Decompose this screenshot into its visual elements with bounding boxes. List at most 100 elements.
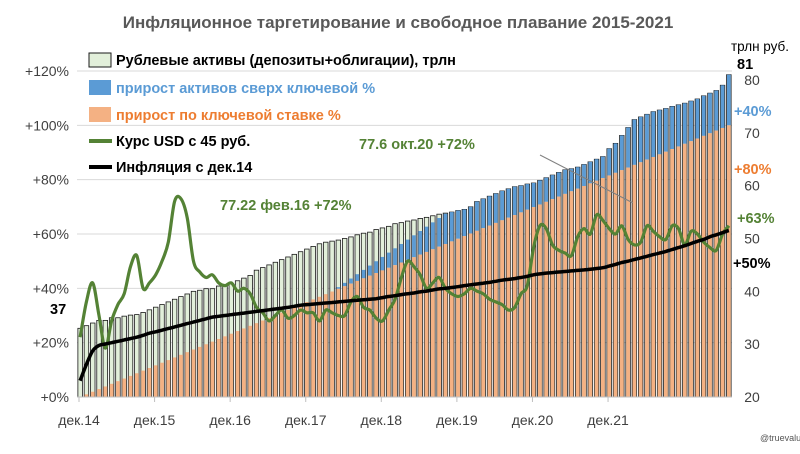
lines-group bbox=[78, 194, 731, 382]
x-tick-label: дек.18 bbox=[361, 412, 403, 428]
y-left-tick-label: +40% bbox=[33, 280, 69, 296]
y-right-tick-label: 20 bbox=[744, 389, 760, 405]
bar-key-rate-growth bbox=[204, 344, 208, 397]
bar-key-rate-growth bbox=[367, 275, 372, 397]
bar-excess-growth bbox=[380, 256, 385, 271]
credit-text: @truevalue bbox=[760, 433, 800, 443]
bar-key-rate-growth bbox=[116, 381, 120, 397]
bar-excess-growth bbox=[374, 261, 379, 274]
bar-key-rate-growth bbox=[374, 273, 379, 397]
bar-key-rate-growth bbox=[582, 185, 586, 397]
bar-key-rate-growth bbox=[550, 199, 555, 397]
bar-excess-growth bbox=[361, 269, 366, 279]
bar-key-rate-growth bbox=[386, 267, 391, 397]
line-inflation bbox=[78, 228, 730, 382]
bar-excess-growth bbox=[550, 175, 555, 200]
legend-label-excess: прирост активов сверх ключевой % bbox=[116, 81, 375, 97]
bar-excess-growth bbox=[645, 114, 649, 160]
y-right-tick-label: 50 bbox=[744, 230, 760, 246]
bar-key-rate-growth bbox=[493, 222, 498, 397]
legend-label-inflation: Инфляция с дек.14 bbox=[116, 160, 252, 176]
bar-key-rate-growth bbox=[676, 146, 681, 397]
bar-key-rate-growth bbox=[645, 159, 649, 397]
bar-excess-growth bbox=[582, 164, 586, 186]
bar-excess-growth bbox=[468, 206, 473, 234]
bar-key-rate-growth bbox=[216, 338, 221, 397]
bar-key-rate-growth bbox=[563, 193, 567, 397]
bar-key-rate-growth bbox=[254, 323, 259, 397]
bar-excess-growth bbox=[619, 135, 624, 171]
y-left-tick-label: +20% bbox=[33, 335, 69, 351]
bar-key-rate-growth bbox=[336, 288, 341, 397]
bar-key-rate-growth bbox=[166, 360, 171, 397]
bar-key-rate-growth bbox=[153, 365, 158, 397]
bar-key-rate-growth bbox=[128, 375, 133, 397]
bar-excess-growth bbox=[475, 201, 479, 231]
bar-key-rate-growth bbox=[701, 135, 706, 397]
annotation-usd-peak-2020: 77.6 окт.20 +72% bbox=[359, 137, 475, 153]
bar-key-rate-growth bbox=[317, 296, 322, 397]
right-axis-ticks: 20 30 40 50 60 70 80 bbox=[744, 72, 760, 405]
bar-excess-growth bbox=[437, 218, 442, 247]
bar-key-rate-growth bbox=[305, 302, 309, 397]
bar-key-rate-growth bbox=[449, 241, 454, 397]
bar-key-rate-growth bbox=[619, 170, 624, 397]
bar-key-rate-growth bbox=[538, 204, 542, 397]
y-right-tick-label: 60 bbox=[744, 178, 760, 194]
bar-key-rate-growth bbox=[424, 251, 429, 397]
left-axis-ticks: +0% +20% +40% +60% +80% +100% +120% bbox=[25, 63, 69, 405]
bar-key-rate-growth bbox=[544, 201, 549, 397]
bar-excess-growth bbox=[481, 198, 486, 229]
bar-key-rate-growth bbox=[575, 188, 580, 397]
bar-key-rate-growth bbox=[197, 346, 202, 397]
bar-key-rate-growth bbox=[298, 304, 303, 397]
bar-excess-growth bbox=[664, 108, 668, 152]
bar-excess-growth bbox=[575, 167, 580, 189]
bar-key-rate-growth bbox=[462, 236, 467, 397]
bar-excess-growth bbox=[512, 186, 517, 216]
bar-key-rate-growth bbox=[708, 133, 712, 397]
bar-excess-growth bbox=[544, 177, 549, 202]
bar-key-rate-growth bbox=[134, 373, 139, 397]
bar-key-rate-growth bbox=[248, 325, 253, 397]
bar-assets bbox=[90, 322, 96, 398]
bar-excess-growth bbox=[726, 74, 731, 126]
bar-excess-growth bbox=[714, 90, 719, 131]
y-right-tick-label: 80 bbox=[744, 72, 760, 88]
bar-key-rate-growth bbox=[84, 394, 89, 397]
bar-key-rate-growth bbox=[481, 228, 486, 397]
y-right-tick-label: 40 bbox=[744, 283, 760, 299]
annotation-end-assets: 81 bbox=[737, 57, 753, 73]
bar-key-rate-growth bbox=[349, 283, 353, 397]
bar-key-rate-growth bbox=[122, 378, 127, 397]
bar-excess-growth bbox=[657, 110, 662, 155]
y-left-tick-label: +80% bbox=[33, 172, 69, 188]
bar-key-rate-growth bbox=[556, 196, 561, 397]
bar-key-rate-growth bbox=[210, 341, 215, 397]
bar-assets bbox=[102, 319, 109, 398]
annotation-pointer-line bbox=[539, 154, 634, 204]
bar-excess-growth bbox=[355, 274, 360, 281]
legend-swatch-key-rate bbox=[89, 107, 111, 122]
bar-key-rate-growth bbox=[292, 307, 297, 397]
bar-key-rate-growth bbox=[147, 367, 152, 397]
legend-label-assets: Рублевые активы (депозиты+облигации), тр… bbox=[116, 53, 456, 69]
legend-swatch-assets bbox=[88, 52, 112, 68]
bar-key-rate-growth bbox=[342, 286, 347, 397]
y-left-tick-label: +0% bbox=[41, 389, 69, 405]
bar-key-rate-growth bbox=[311, 299, 316, 397]
bar-key-rate-growth bbox=[682, 143, 687, 397]
bar-excess-growth bbox=[493, 193, 498, 223]
bar-key-rate-growth bbox=[172, 357, 177, 397]
bar-excess-growth bbox=[556, 172, 561, 197]
bar-key-rate-growth bbox=[601, 178, 605, 397]
bar-key-rate-growth bbox=[103, 386, 108, 397]
bar-excess-growth bbox=[500, 190, 504, 221]
bar-key-rate-growth bbox=[191, 349, 196, 397]
chart-title: Инфляционное таргетирование и свободное … bbox=[123, 13, 674, 32]
bar-excess-growth bbox=[531, 183, 536, 208]
bar-excess-growth bbox=[443, 213, 448, 245]
legend-swatch-excess bbox=[89, 80, 111, 95]
bar-key-rate-growth bbox=[185, 352, 190, 397]
